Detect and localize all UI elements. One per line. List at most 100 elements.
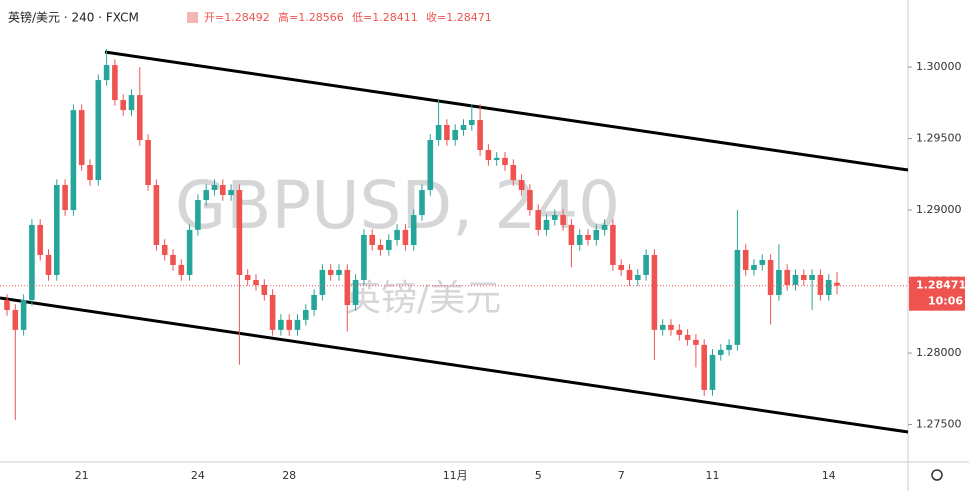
candle-body (377, 244, 384, 250)
y-tick-label: 1.27500 (916, 418, 962, 431)
candle-body (137, 95, 143, 140)
candle-body (825, 279, 832, 295)
candle-body (45, 254, 52, 275)
candle-body (269, 294, 276, 330)
candle-body (336, 269, 342, 275)
candle-body (726, 344, 732, 350)
candle-body (576, 234, 583, 245)
candle-body (460, 124, 467, 130)
x-tick-label: 7 (618, 469, 625, 482)
candle-body (693, 339, 699, 345)
candle-body (211, 185, 218, 191)
candle-body (419, 190, 425, 216)
candle-body (37, 224, 43, 255)
x-tick-label: 11 (706, 469, 720, 482)
ohlc-value: 开=1.28492 (204, 11, 270, 24)
candle-body (784, 269, 790, 285)
candle-body (153, 185, 160, 245)
last-price-time: 10:06 (928, 295, 963, 308)
candle-body (477, 119, 483, 150)
candle-body (87, 165, 93, 181)
candle-body (4, 299, 10, 311)
candle-body (410, 215, 417, 245)
candle-body (767, 259, 774, 295)
candle-body (659, 324, 666, 330)
candle-body (518, 180, 525, 191)
candle-body (203, 190, 209, 201)
candle-body (585, 234, 591, 240)
candle-body (178, 264, 185, 275)
candle-body (527, 190, 533, 211)
symbol-title[interactable]: 英镑/美元 · 240 · FXCM (8, 10, 139, 25)
candle-body (361, 234, 367, 280)
candle-body (70, 110, 77, 211)
candle-body (344, 269, 351, 305)
y-tick-label: 1.29000 (916, 203, 962, 216)
watermark-subtitle: 英镑/美元 (345, 278, 501, 319)
candle-body (394, 229, 400, 240)
candle-body (792, 274, 799, 285)
candle-body (220, 185, 226, 196)
source-icon (187, 12, 198, 23)
candle-body (195, 200, 201, 230)
candle-body (493, 157, 500, 161)
candle-body (236, 190, 243, 275)
candle-body (618, 264, 624, 270)
candle-body (809, 274, 815, 280)
candle-body (751, 264, 757, 270)
candle-body (801, 274, 807, 280)
candle-body (311, 294, 317, 311)
candle-body (701, 344, 707, 390)
candle-body (228, 190, 234, 196)
candle-body (709, 354, 716, 390)
candle-body (427, 139, 434, 191)
candle-body (643, 254, 649, 275)
x-tick-label: 5 (535, 469, 542, 482)
legend-bg (4, 6, 904, 30)
ohlc-value: 低=1.28411 (352, 11, 418, 24)
candle-body (759, 259, 766, 265)
candle-body (502, 157, 508, 166)
candle-body (161, 244, 168, 255)
candle-body (444, 124, 450, 140)
candle-body (668, 324, 674, 330)
x-tick-label: 21 (75, 469, 89, 482)
x-tick-label: 28 (282, 469, 296, 482)
candle-body (435, 124, 442, 140)
candle-body (145, 139, 151, 186)
candle-body (718, 349, 724, 355)
candle-body (568, 224, 575, 245)
candle-body (95, 80, 102, 181)
candle-body (386, 239, 392, 250)
channel-lower (0, 296, 909, 434)
candle-body (319, 269, 326, 295)
candle-body (286, 319, 292, 330)
candle-body (128, 95, 135, 111)
candle-body (62, 185, 68, 211)
y-tick-label: 1.29500 (916, 132, 962, 145)
candle-body (78, 110, 85, 166)
candle-body (635, 274, 641, 280)
ohlc-value: 高=1.28566 (278, 10, 344, 24)
candle-body (294, 319, 301, 330)
candle-body (120, 100, 126, 111)
candle-body (103, 65, 110, 81)
candle-body (560, 215, 566, 225)
candle-body (610, 224, 616, 265)
candle-body (352, 279, 359, 305)
channel-upper (104, 50, 909, 172)
candle-body (253, 279, 259, 285)
settings-icon[interactable] (931, 469, 943, 481)
candle-body (327, 269, 334, 275)
x-tick-label: 24 (191, 469, 205, 482)
candle-body (469, 119, 475, 125)
candle-body (817, 274, 824, 295)
candle-body (54, 185, 60, 275)
candle-body (834, 282, 840, 286)
candle-body (261, 284, 268, 295)
candle-body (278, 319, 284, 330)
candle-body (535, 210, 541, 230)
candle-body (12, 310, 19, 330)
